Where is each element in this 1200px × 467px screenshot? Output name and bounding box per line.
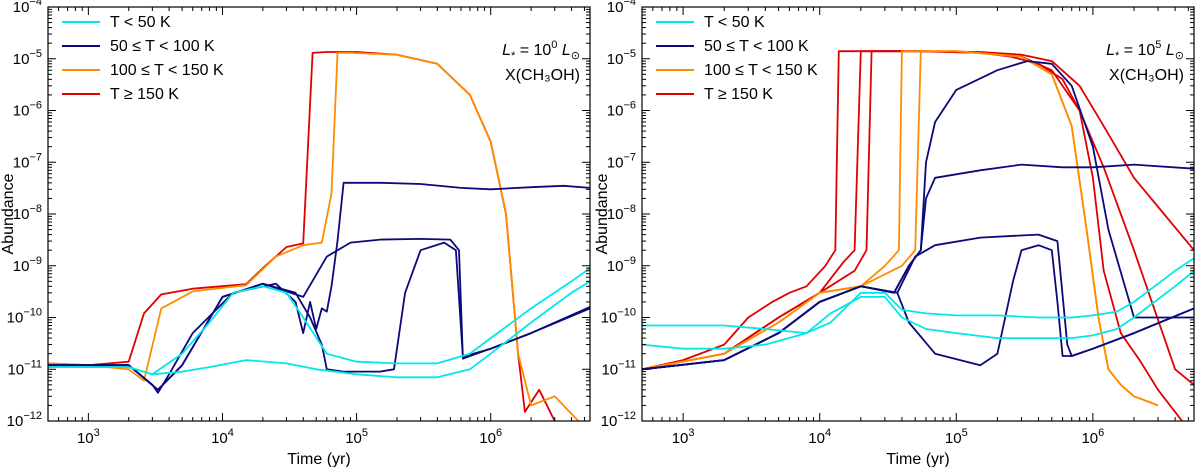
series-line xyxy=(642,50,1159,407)
series-line xyxy=(48,52,579,421)
series-line xyxy=(642,163,1194,371)
x-tick-label: 103 xyxy=(672,427,695,447)
legend: T < 50 K 50 ≤ T < 100 K 100 ≤ T < 150 K T ≥… xyxy=(62,14,224,103)
series-line xyxy=(48,181,590,394)
series-line xyxy=(642,50,1183,421)
x-tick-label: 103 xyxy=(77,427,100,447)
tick-marks xyxy=(47,6,590,422)
legend-label: 100 ≤ T < 150 K xyxy=(704,62,818,79)
x-axis-label: Time (yr) xyxy=(886,451,949,467)
series-line xyxy=(642,60,1194,371)
y-tick-label: 10−7 xyxy=(607,151,636,171)
y-tick-label: 10−10 xyxy=(7,307,42,327)
x-tick-label: 105 xyxy=(345,427,368,447)
legend: T < 50 K 50 ≤ T < 100 K 100 ≤ T < 150 K T ≥… xyxy=(656,14,818,103)
series-line xyxy=(642,257,1194,335)
y-tick-label: 10−6 xyxy=(13,100,42,120)
y-tick-label: 10−10 xyxy=(601,307,636,327)
series-line xyxy=(642,244,1194,371)
y-tick-label: 10−5 xyxy=(607,48,636,68)
chart-panel-right: 103 104 105 106 10−12 10−11 10−10 10−9 10−8 10−7 1… xyxy=(594,0,1195,467)
series-line xyxy=(48,280,590,379)
legend-label: 50 ≤ T < 100 K xyxy=(704,38,809,55)
x-tick-label: 106 xyxy=(479,427,502,447)
y-tick-label: 10−8 xyxy=(13,203,42,223)
luminosity-annotation: L* = 105 L⊙ xyxy=(1106,39,1184,62)
series-group xyxy=(48,51,590,421)
y-tick-label: 10−11 xyxy=(7,358,42,378)
legend-label: T ≥ 150 K xyxy=(110,86,179,103)
legend-label: T ≥ 150 K xyxy=(704,86,773,103)
legend-label: T < 50 K xyxy=(704,14,765,31)
x-tick-label: 105 xyxy=(945,427,968,447)
species-annotation: X(CH₃OH) xyxy=(1109,67,1184,84)
y-tick-label: 10−9 xyxy=(607,255,636,275)
y-tick-label: 10−4 xyxy=(607,0,636,16)
y-tick-label: 10−6 xyxy=(607,100,636,120)
y-tick-label: 10−11 xyxy=(601,358,636,378)
x-axis-label: Time (yr) xyxy=(287,451,350,467)
y-tick-label: 10−7 xyxy=(13,151,42,171)
legend-label: 50 ≤ T < 100 K xyxy=(110,38,215,55)
y-tick-label: 10−12 xyxy=(601,410,636,430)
y-axis-label: Abundance xyxy=(594,173,611,254)
y-tick-label: 10−12 xyxy=(7,410,42,430)
tick-marks xyxy=(641,6,1194,422)
series-line xyxy=(642,270,1194,350)
legend-label: T < 50 K xyxy=(110,14,171,31)
y-tick-label: 10−4 xyxy=(13,0,42,16)
y-axis-label: Abundance xyxy=(0,173,17,254)
x-tick-label: 104 xyxy=(211,427,234,447)
series-group xyxy=(642,50,1194,421)
series-line xyxy=(48,267,590,376)
y-tick-label: 10−8 xyxy=(607,203,636,223)
x-tick-label: 104 xyxy=(808,427,831,447)
legend-label: 100 ≤ T < 150 K xyxy=(110,62,224,79)
luminosity-annotation: L* = 100 L⊙ xyxy=(502,39,580,62)
chart-panel-left: 103 104 105 106 10−12 10−11 10−10 10−9 10−8 10−7 1… xyxy=(0,0,591,467)
y-tick-label: 10−9 xyxy=(13,255,42,275)
x-tick-label: 106 xyxy=(1081,427,1104,447)
species-annotation: X(CH₃OH) xyxy=(505,67,580,84)
y-tick-label: 10−5 xyxy=(13,48,42,68)
